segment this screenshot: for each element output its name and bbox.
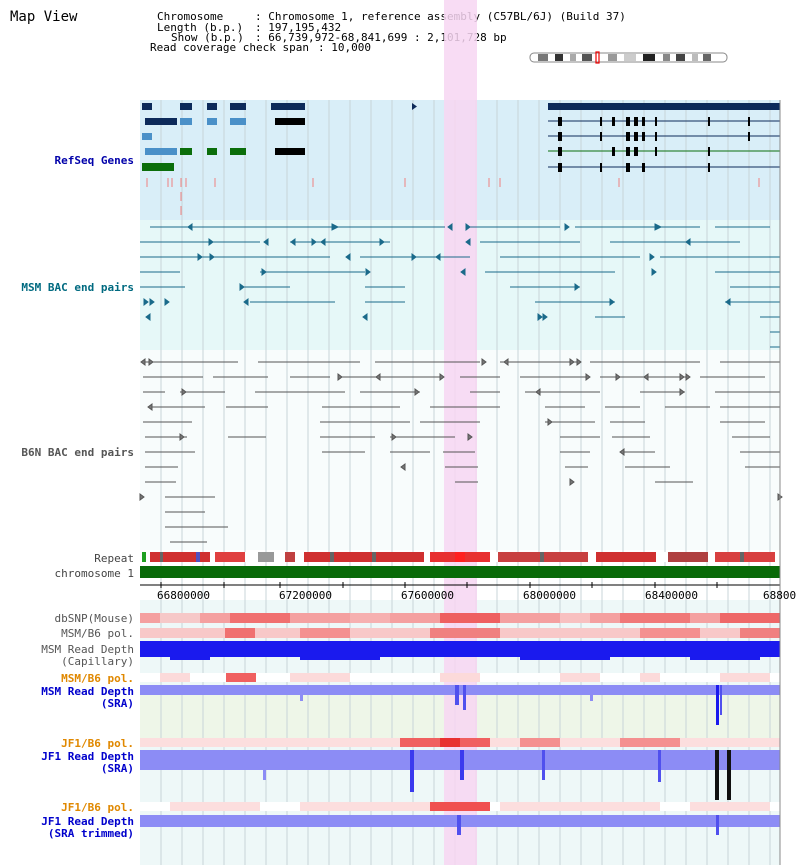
info-show-key: Show (b.p.)	[171, 31, 244, 44]
track-label-jf1-depth-sra-2: (SRA)	[100, 762, 134, 775]
b6n-bac-pairs[interactable]	[139, 358, 783, 543]
refseq-gene-features[interactable]	[142, 103, 780, 215]
msm-b6-pol-track[interactable]	[140, 628, 780, 638]
track-label-chromosome: chromosome 1	[54, 567, 134, 580]
track-label-dbsnp: dbSNP(Mouse)	[54, 612, 134, 625]
track-label-msm-bac: MSM BAC end pairs	[21, 281, 134, 294]
msm-b6-pol-2-track[interactable]	[140, 673, 780, 682]
track-label-msm-depth-sra-2: (SRA)	[100, 697, 134, 710]
track-label-repeat: Repeat	[94, 552, 134, 565]
track-label-jf1-depth-trim-1: JF1 Read Depth	[41, 815, 134, 828]
track-label-jf1-depth-sra-1: JF1 Read Depth	[41, 750, 134, 763]
repeat-track[interactable]	[140, 552, 780, 562]
track-label-msm-depth-sra-1: MSM Read Depth	[41, 685, 134, 698]
info-coverage-value: : 10,000	[318, 41, 371, 54]
info-coverage-key: Read coverage check span	[150, 41, 309, 54]
msm-bac-pairs[interactable]	[140, 223, 780, 348]
info-chromosome-key: Chromosome	[157, 10, 224, 23]
track-label-refseq: RefSeq Genes	[54, 154, 134, 167]
info-length-key: Length (b.p.)	[157, 21, 244, 34]
msm-depth-capillary[interactable]	[140, 641, 780, 660]
track-label-jf1-b6-pol-1: JF1/B6 pol.	[61, 737, 134, 750]
jf1-depth-trimmed[interactable]	[140, 815, 780, 835]
jf1-depth-sra[interactable]	[140, 750, 780, 800]
selected-region-highlight[interactable]	[444, 0, 477, 865]
axis-tick-label: 66800000	[157, 589, 210, 602]
track-label-msm-depth-cap-2: (Capillary)	[61, 655, 134, 668]
axis-tick-label: 67200000	[279, 589, 332, 602]
chromosome-ideogram-icon[interactable]	[529, 51, 728, 64]
track-label-msm-b6-pol-1: MSM/B6 pol.	[61, 627, 134, 640]
jf1-b6-pol-2-track[interactable]	[140, 802, 780, 811]
msm-depth-sra[interactable]	[140, 685, 780, 725]
track-label-b6n-bac: B6N BAC end pairs	[21, 446, 134, 459]
jf1-b6-pol-track[interactable]	[140, 738, 780, 747]
track-label-jf1-b6-pol-2: JF1/B6 pol.	[61, 801, 134, 814]
track-label-msm-b6-pol-2: MSM/B6 pol.	[61, 672, 134, 685]
axis-tick-label: 68800	[763, 589, 797, 602]
track-label-msm-depth-cap-1: MSM Read Depth	[41, 643, 134, 656]
axis-tick-label: 68000000	[523, 589, 576, 602]
dbsnp-track[interactable]	[140, 613, 780, 623]
track-label-jf1-depth-trim-2: (SRA trimmed)	[47, 827, 134, 840]
axis-tick-label: 67600000	[401, 589, 454, 602]
chromosome-bar[interactable]	[140, 566, 780, 578]
page-title: Map View	[10, 9, 78, 25]
info-length-value: : 197,195,432	[255, 21, 342, 34]
axis-tick-label: 68400000	[645, 589, 698, 602]
